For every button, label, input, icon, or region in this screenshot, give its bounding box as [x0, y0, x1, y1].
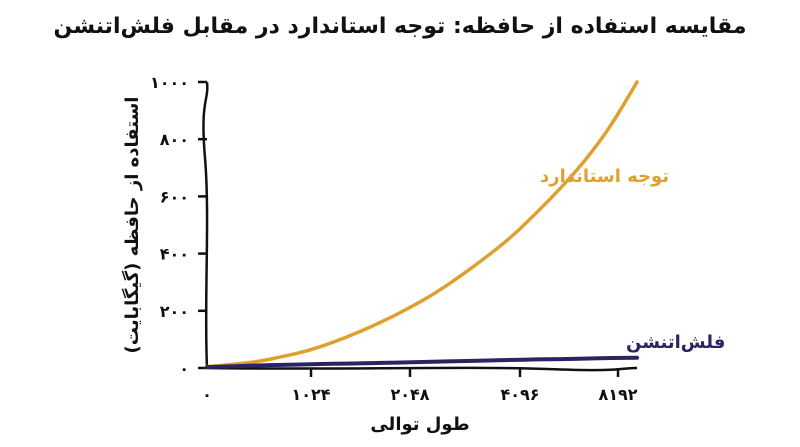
x-tick-label: ۴۰۹۶: [500, 385, 539, 404]
y-axis-label: استفاده از حافظه (گیگابایت): [121, 97, 143, 354]
x-tick-label: ۲۰۴۸: [390, 385, 429, 404]
y-axis-line: [202, 81, 209, 369]
x-tick-label: ۱۰۲۴: [291, 385, 330, 404]
y-tick-label: ۰: [179, 359, 189, 378]
series-line: [205, 80, 639, 369]
y-tick-label: ۶۰۰: [160, 187, 189, 206]
y-tick-label: ۲۰۰: [160, 302, 189, 321]
y-tick-label: ۸۰۰: [160, 130, 189, 149]
x-ticks: ۰ ۱۰۲۴ ۲۰۴۸ ۴۰۹۶ ۸۱۹۲: [202, 368, 638, 404]
axes: [202, 81, 638, 372]
y-ticks: ۰ ۲۰۰ ۴۰۰ ۶۰۰ ۸۰۰ ۱۰۰۰: [150, 73, 207, 378]
series-group: توجه استاندارد فلش‌اتنشن: [205, 80, 725, 370]
chart-title: مقایسه استفاده از حافظه: توجه استاندارد …: [53, 14, 747, 39]
series-label: فلش‌اتنشن: [626, 332, 725, 353]
y-tick-label: ۱۰۰۰: [150, 73, 189, 92]
y-tick-label: ۴۰۰: [160, 245, 189, 264]
x-axis-label: طول توالی: [370, 414, 469, 435]
x-tick-label: ۰: [202, 385, 212, 404]
series-label: توجه استاندارد: [540, 166, 669, 187]
series-line: [205, 355, 639, 370]
x-axis-line: [206, 366, 638, 372]
x-tick-label: ۸۱۹۲: [598, 385, 637, 404]
